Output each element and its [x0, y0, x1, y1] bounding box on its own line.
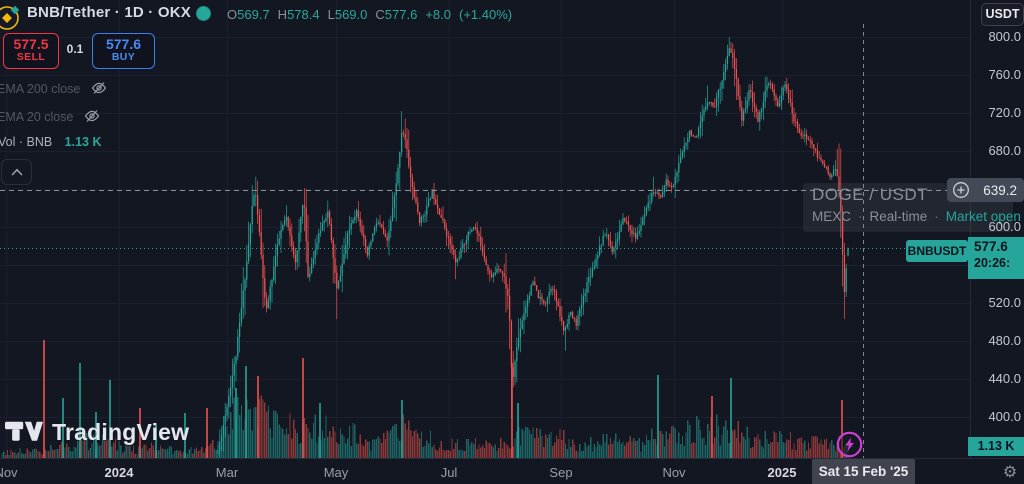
symbol-title[interactable]: BNB/Tether · 1D · OKX [27, 4, 191, 21]
lightning-boost-button[interactable] [836, 431, 863, 458]
time-tick-label: 2025 [767, 465, 797, 480]
candles [217, 37, 849, 458]
watermark-exchange: MEXC [812, 209, 852, 224]
chevron-up-icon [11, 168, 22, 176]
close-label: C [375, 7, 385, 22]
price-tick-label: 480.0 [988, 333, 1021, 348]
change-value: +8.0 [425, 7, 451, 22]
crosshair-date-label: Sat 15 Feb '25 [812, 459, 915, 484]
symbol-coin-icon [0, 5, 20, 31]
tradingview-logo-text: TradingView [52, 418, 190, 445]
high-value: 578.4 [287, 7, 320, 22]
price-tick-label: 720.0 [988, 105, 1021, 120]
price-tick-label: 800.0 [988, 29, 1021, 44]
price-tick-label: 440.0 [988, 371, 1021, 386]
tradingview-logo-mark [5, 421, 43, 441]
close-value: 577.6 [384, 7, 418, 22]
volume-value: 1.13 K [64, 135, 102, 149]
volume-bars [1, 340, 849, 458]
sell-label: SELL [16, 51, 46, 63]
bar-countdown: 20:26: [974, 256, 1011, 270]
indicator-row-ema200[interactable]: EMA 200 close [0, 80, 107, 98]
time-tick-label: Jul [440, 465, 458, 480]
eye-off-icon[interactable] [84, 108, 100, 124]
symbol-price-tag: BNBUSDT [906, 240, 968, 262]
add-alert-plus-icon[interactable] [952, 181, 970, 199]
price-tick-label: 400.0 [988, 409, 1021, 424]
time-tick-label: May [323, 465, 349, 480]
price-tick-label: 680.0 [988, 143, 1021, 158]
indicator-name: EMA 20 close [0, 110, 74, 124]
volume-indicator-row[interactable]: Vol · BNB 1.13 K [0, 135, 102, 149]
open-value: 569.7 [237, 7, 270, 22]
time-tick-label: Nov [662, 465, 686, 480]
time-axis[interactable]: Nov 2024 Mar May Jul Sep Nov 2025 Sat 15 Feb '2… [0, 458, 1024, 484]
buy-price: 577.6 [105, 36, 142, 52]
watermark-feed: Real-time [869, 209, 928, 224]
time-tick-label: Mar [215, 465, 239, 480]
sell-button[interactable]: 577.5 SELL [3, 33, 59, 69]
last-price-value: 577.6 [974, 239, 1008, 254]
ohlc-values: O569.7 H578.4 L569.0 C577.6 +8.0 (+1.40%) [227, 7, 512, 22]
collapse-legend-button[interactable] [1, 159, 32, 185]
time-tick-label: Nov [0, 465, 18, 480]
lightning-icon [845, 437, 854, 452]
eye-off-icon[interactable] [91, 80, 107, 96]
sell-price: 577.5 [13, 36, 49, 52]
price-tick-label: 760.0 [988, 67, 1021, 82]
time-tick-label: 2024 [104, 465, 134, 480]
indicator-name: EMA 200 close [0, 82, 81, 96]
last-price-label: 577.6 20:26: [968, 237, 1024, 279]
gear-icon[interactable]: ⚙ [1002, 462, 1018, 481]
price-tick-label: 600.0 [988, 219, 1021, 234]
high-label: H [277, 7, 288, 22]
low-value: 569.0 [334, 7, 368, 22]
watermark-feed-info: MEXC · Real-time · Market open [812, 209, 1021, 224]
watermark-market-status: Market open [945, 209, 1021, 224]
tradingview-logo[interactable]: TradingView [5, 417, 189, 447]
tracked-price-value: 639.2 [983, 182, 1017, 198]
tracked-price-label[interactable]: 639.2 [947, 178, 1024, 202]
volume-axis-label: 1.13 K [968, 437, 1024, 456]
buy-button[interactable]: 577.6 BUY [92, 33, 155, 69]
open-label: O [227, 7, 238, 22]
buy-label: BUY [111, 51, 136, 63]
indicator-row-ema20[interactable]: EMA 20 close [0, 108, 100, 126]
market-status-dot[interactable] [196, 6, 211, 21]
low-label: L [327, 7, 335, 22]
price-tick-label: 520.0 [988, 295, 1021, 310]
volume-label: Vol · BNB [0, 135, 53, 149]
spread-value: 0.1 [66, 42, 84, 56]
time-tick-label: Sep [549, 465, 573, 480]
watermark-symbol: DOGE / USDT [812, 185, 929, 204]
currency-toggle-button[interactable]: USDT [981, 3, 1024, 26]
change-percent: (+1.40%) [459, 7, 513, 22]
